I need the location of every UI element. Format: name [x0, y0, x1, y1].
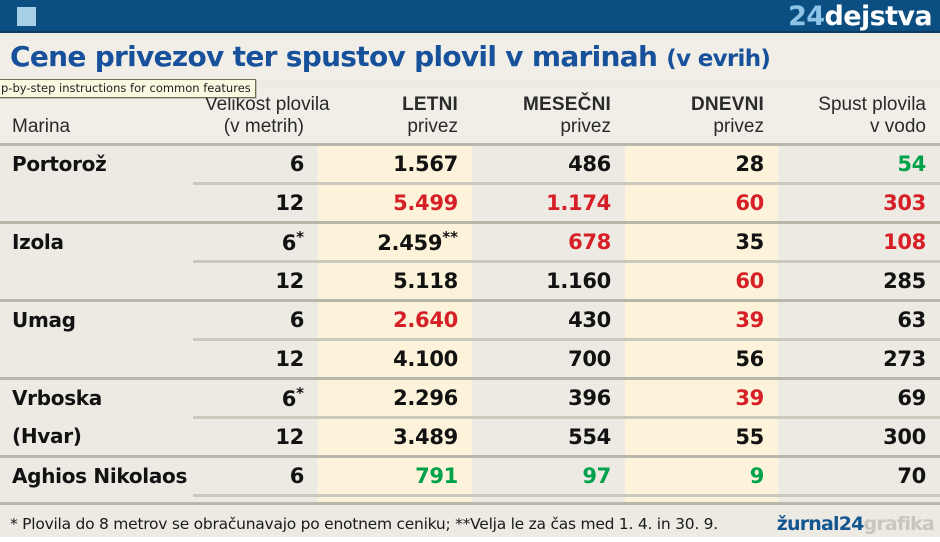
page-title: Cene privezov ter spustov plovil v marin…: [10, 40, 771, 73]
publisher-logo: žurnal24grafika: [776, 513, 935, 535]
col-header-marina-line2: Marina: [12, 115, 71, 137]
cell-marina: [0, 183, 193, 222]
table-row: Portorož 6 1.567 486 28 54: [0, 142, 940, 183]
cell-letni: 2.640: [318, 298, 472, 339]
col-header-spust: Spust plovila v vodo: [778, 88, 940, 146]
publisher-logo-suffix: grafika: [863, 513, 935, 535]
cell-spust: 63: [778, 298, 940, 339]
cell-spust: 285: [778, 259, 940, 300]
cell-spust: 54: [778, 142, 940, 183]
cell-marina: Aghios Nikolaos: [0, 454, 193, 495]
blue-square-icon: [17, 7, 36, 26]
cell-mesecni: 1.174: [472, 181, 625, 222]
table-row: (Hvar) 12 3.489 554 55 300: [0, 415, 940, 456]
cell-spust: 303: [778, 181, 940, 222]
brand-logo: 24dejstva: [788, 1, 932, 32]
cell-dnevni: 39: [625, 298, 778, 339]
cell-marina: (Hvar): [0, 417, 193, 456]
cell-mesecni: 396: [472, 376, 625, 417]
tooltip-popup: p-by-step instructions for common featur…: [0, 79, 256, 98]
col-header-spust-line1: Spust plovila: [818, 93, 926, 115]
col-header-mesecni-line2: privez: [560, 115, 611, 137]
cell-size: 6: [193, 142, 318, 183]
cell-letni: 1.567: [318, 142, 472, 183]
cell-mesecni: 554: [472, 415, 625, 456]
col-header-letni: LETNI privez: [318, 88, 472, 146]
cell-spust: 108: [778, 220, 940, 261]
bottom-strip: [0, 537, 940, 542]
price-table: Marina Velikost plovila (v metrih) LETNI…: [0, 88, 940, 534]
cell-size: 6*: [193, 220, 318, 261]
tooltip-text: p-by-step instructions for common featur…: [1, 81, 251, 95]
table-row: Aghios Nikolaos 6 791 97 9 70: [0, 454, 940, 495]
col-header-dnevni: DNEVNI privez: [625, 88, 778, 146]
cell-dnevni: 28: [625, 142, 778, 183]
cell-letni: 5.118: [318, 259, 472, 300]
footnote-text: * Plovila do 8 metrov se obračunavajo po…: [10, 515, 718, 533]
col-header-letni-line2: privez: [407, 115, 458, 137]
table-row: Izola 6* 2.459** 678 35 108: [0, 220, 940, 261]
cell-mesecni: 1.160: [472, 259, 625, 300]
cell-dnevni: 60: [625, 181, 778, 222]
col-header-letni-line1: LETNI: [402, 93, 458, 115]
cell-spust: 300: [778, 415, 940, 456]
cell-marina: Umag: [0, 298, 193, 339]
table-row: 12 4.100 700 56 273: [0, 337, 940, 378]
col-header-mesecni: MESEČNI privez: [472, 88, 625, 146]
publisher-logo-name: žurnal24: [776, 513, 865, 535]
title-band: [0, 35, 940, 81]
cell-letni: 5.499: [318, 181, 472, 222]
cell-spust: 273: [778, 337, 940, 378]
cell-spust: 70: [778, 454, 940, 495]
cell-dnevni: 39: [625, 376, 778, 417]
top-brand-bar: 24dejstva: [0, 0, 940, 33]
cell-mesecni: 700: [472, 337, 625, 378]
page-title-main: Cene privezov ter spustov plovil v marin…: [10, 40, 658, 73]
page-title-unit: (v evrih): [666, 46, 771, 72]
cell-spust: 69: [778, 376, 940, 417]
cell-mesecni: 678: [472, 220, 625, 261]
cell-mesecni: 97: [472, 454, 625, 495]
cell-marina: [0, 261, 193, 300]
cell-letni: 3.489: [318, 415, 472, 456]
cell-marina: Portorož: [0, 142, 193, 183]
cell-marina: Vrboska: [0, 376, 193, 417]
cell-size: 12: [193, 181, 318, 222]
brand-logo-word: dejstva: [824, 1, 933, 32]
cell-size: 12: [193, 415, 318, 456]
cell-size: 6: [193, 298, 318, 339]
table-body: Portorož 6 1.567 486 28 54 12 5.499 1.174 60 303 Iz…: [0, 142, 940, 534]
table-row: 12 5.499 1.174 60 303: [0, 181, 940, 222]
cell-dnevni: 60: [625, 259, 778, 300]
table-row: Vrboska 6* 2.296 396 39 69: [0, 376, 940, 417]
brand-logo-prefix: 24: [788, 1, 825, 32]
col-header-dnevni-line1: DNEVNI: [691, 93, 764, 115]
col-header-dnevni-line2: privez: [713, 115, 764, 137]
cell-dnevni: 35: [625, 220, 778, 261]
cell-letni: 2.459**: [318, 220, 472, 261]
col-header-mesecni-line1: MESEČNI: [523, 93, 611, 115]
cell-mesecni: 486: [472, 142, 625, 183]
cell-marina: [0, 339, 193, 378]
cell-dnevni: 56: [625, 337, 778, 378]
cell-dnevni: 9: [625, 454, 778, 495]
cell-size: 12: [193, 259, 318, 300]
cell-letni: 2.296: [318, 376, 472, 417]
table-row: 12 5.118 1.160 60 285: [0, 259, 940, 300]
cell-size: 6: [193, 454, 318, 495]
cell-size: 12: [193, 337, 318, 378]
cell-letni: 791: [318, 454, 472, 495]
cell-letni: 4.100: [318, 337, 472, 378]
footer-band: * Plovila do 8 metrov se obračunavajo po…: [0, 502, 940, 542]
cell-size: 6*: [193, 376, 318, 417]
col-header-spust-line2: v vodo: [870, 115, 926, 137]
cell-dnevni: 55: [625, 415, 778, 456]
table-row: Umag 6 2.640 430 39 63: [0, 298, 940, 339]
col-header-size-line2: (v metrih): [223, 115, 304, 137]
data-table-container: Marina Velikost plovila (v metrih) LETNI…: [0, 88, 940, 534]
col-header-size-line1: Velikost plovila: [205, 93, 330, 115]
cell-marina: Izola: [0, 220, 193, 261]
cell-mesecni: 430: [472, 298, 625, 339]
